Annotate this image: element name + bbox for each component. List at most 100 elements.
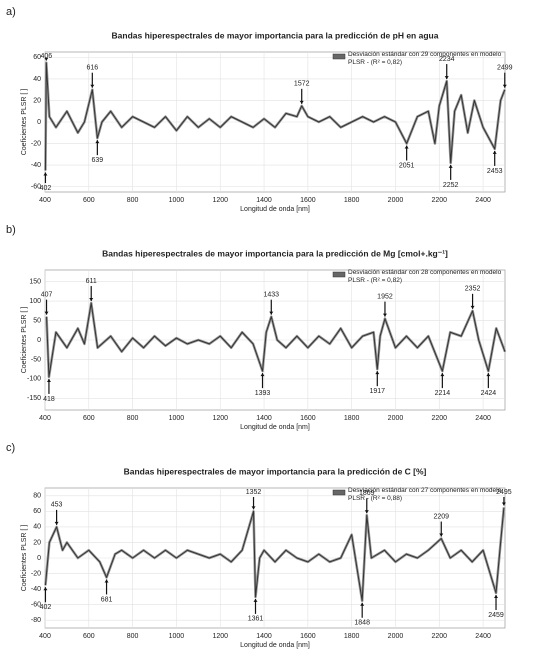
x-tick-label: 800: [127, 197, 139, 204]
x-tick-label: 2400: [475, 197, 491, 204]
annotation-label: 1361: [248, 616, 264, 623]
x-axis-label: Longitud de onda [nm]: [240, 424, 310, 431]
y-tick-label: -20: [31, 140, 41, 147]
y-tick-label: 20: [33, 539, 41, 546]
y-axis-label: Coeficientes PLSR [ ]: [21, 307, 28, 374]
y-tick-label: 0: [37, 119, 41, 126]
annotation-label: 2234: [439, 56, 455, 63]
annotation-label: 453: [51, 502, 63, 509]
y-tick-label: -60: [31, 183, 41, 190]
data-line: [44, 62, 506, 171]
legend-label: Desviación estándar con 28 componentes e…: [348, 269, 502, 284]
x-tick-label: 1600: [300, 415, 316, 422]
arrow-head: [404, 145, 409, 149]
x-tick-label: 2000: [388, 197, 404, 204]
annotation-label: 1917: [370, 388, 386, 395]
arrow-head: [501, 502, 506, 506]
y-tick-label: 40: [33, 524, 41, 531]
x-tick-label: 1200: [212, 415, 228, 422]
x-tick-label: 2200: [431, 415, 447, 422]
arrow-head: [502, 84, 507, 88]
annotation-label: 2499: [497, 65, 513, 72]
legend-swatch: [332, 53, 346, 60]
arrow-head: [43, 587, 48, 591]
arrow-head: [492, 150, 497, 154]
y-tick-label: -40: [31, 162, 41, 169]
x-tick-label: 1000: [169, 633, 185, 640]
annotation-label: 2214: [435, 390, 451, 397]
data-line: [46, 302, 506, 378]
x-tick-label: 400: [39, 415, 51, 422]
x-tick-label: 1400: [256, 633, 272, 640]
annotation-label: 418: [43, 396, 55, 403]
annotation-label: 402: [40, 604, 52, 611]
y-tick-label: -100: [27, 376, 41, 383]
arrow-head: [95, 140, 100, 144]
annotation-label: 2459: [488, 612, 504, 619]
y-tick-label: 20: [33, 97, 41, 104]
legend-swatch: [332, 489, 346, 496]
x-tick-label: 800: [127, 415, 139, 422]
data-line: [44, 507, 505, 602]
x-tick-label: 2200: [431, 633, 447, 640]
chart-title: Bandas hiperespectrales de mayor importa…: [112, 30, 439, 40]
x-tick-label: 2000: [388, 633, 404, 640]
panel-label: a): [6, 6, 16, 18]
y-tick-label: -150: [27, 395, 41, 402]
annotation-label: 2495: [496, 489, 512, 496]
x-tick-label: 2000: [388, 415, 404, 422]
y-axis-label: Coeficientes PLSR [ ]: [21, 525, 28, 592]
annotation-label: 1433: [263, 292, 279, 299]
annotation-label: 1869: [359, 490, 375, 497]
annotation-label: 2453: [487, 168, 503, 175]
y-tick-label: -60: [31, 602, 41, 609]
x-tick-label: 600: [83, 415, 95, 422]
y-tick-label: 40: [33, 76, 41, 83]
y-tick-label: 100: [29, 298, 41, 305]
y-tick-label: 80: [33, 493, 41, 500]
y-tick-label: -40: [31, 586, 41, 593]
y-axis-label: Coeficientes PLSR [ ]: [21, 89, 28, 156]
annotation-label: 681: [101, 596, 113, 603]
x-tick-label: 1000: [169, 197, 185, 204]
arrow-head: [54, 521, 59, 525]
arrow-head: [439, 533, 444, 537]
x-tick-label: 1600: [300, 633, 316, 640]
arrow-head: [43, 172, 48, 176]
chart-title: Bandas hiperespectrales de mayor importa…: [124, 466, 427, 476]
y-tick-label: 150: [29, 279, 41, 286]
legend: Desviación estándar con 29 componentes e…: [348, 51, 502, 66]
x-tick-label: 2400: [475, 633, 491, 640]
y-tick-label: 0: [37, 555, 41, 562]
legend-label: Desviación estándar con 29 componentes e…: [348, 51, 502, 66]
x-tick-label: 1800: [344, 415, 360, 422]
annotation-label: 1848: [354, 620, 370, 627]
y-tick-label: -80: [31, 617, 41, 624]
arrow-head: [260, 373, 265, 377]
annotation-label: 2051: [399, 162, 415, 169]
x-axis-label: Longitud de onda [nm]: [240, 206, 310, 213]
arrow-head: [364, 510, 369, 514]
x-tick-label: 1200: [212, 633, 228, 640]
legend: Desviación estándar con 27 componentes e…: [348, 487, 501, 502]
arrow-head: [251, 506, 256, 510]
arrow-head: [448, 164, 453, 168]
y-tick-label: -50: [31, 356, 41, 363]
arrow-head: [269, 311, 274, 315]
annotation-label: 616: [86, 65, 98, 72]
annotation-label: 1393: [255, 390, 271, 397]
annotation-label: 639: [92, 157, 104, 164]
annotation-label: 1952: [377, 293, 393, 300]
annotation-label: 402: [40, 185, 52, 192]
x-tick-label: 1200: [212, 197, 228, 204]
x-tick-label: 600: [83, 197, 95, 204]
annotation-label: 1572: [294, 81, 310, 88]
legend: Desviación estándar con 28 componentes e…: [348, 269, 502, 284]
arrow-head: [44, 311, 49, 315]
panel-label: c): [6, 442, 15, 454]
arrow-head: [44, 57, 49, 61]
annotation-label: 2252: [443, 182, 459, 189]
x-tick-label: 800: [127, 633, 139, 640]
panel-label: b): [6, 224, 16, 236]
annotation-label: 2352: [465, 286, 481, 293]
